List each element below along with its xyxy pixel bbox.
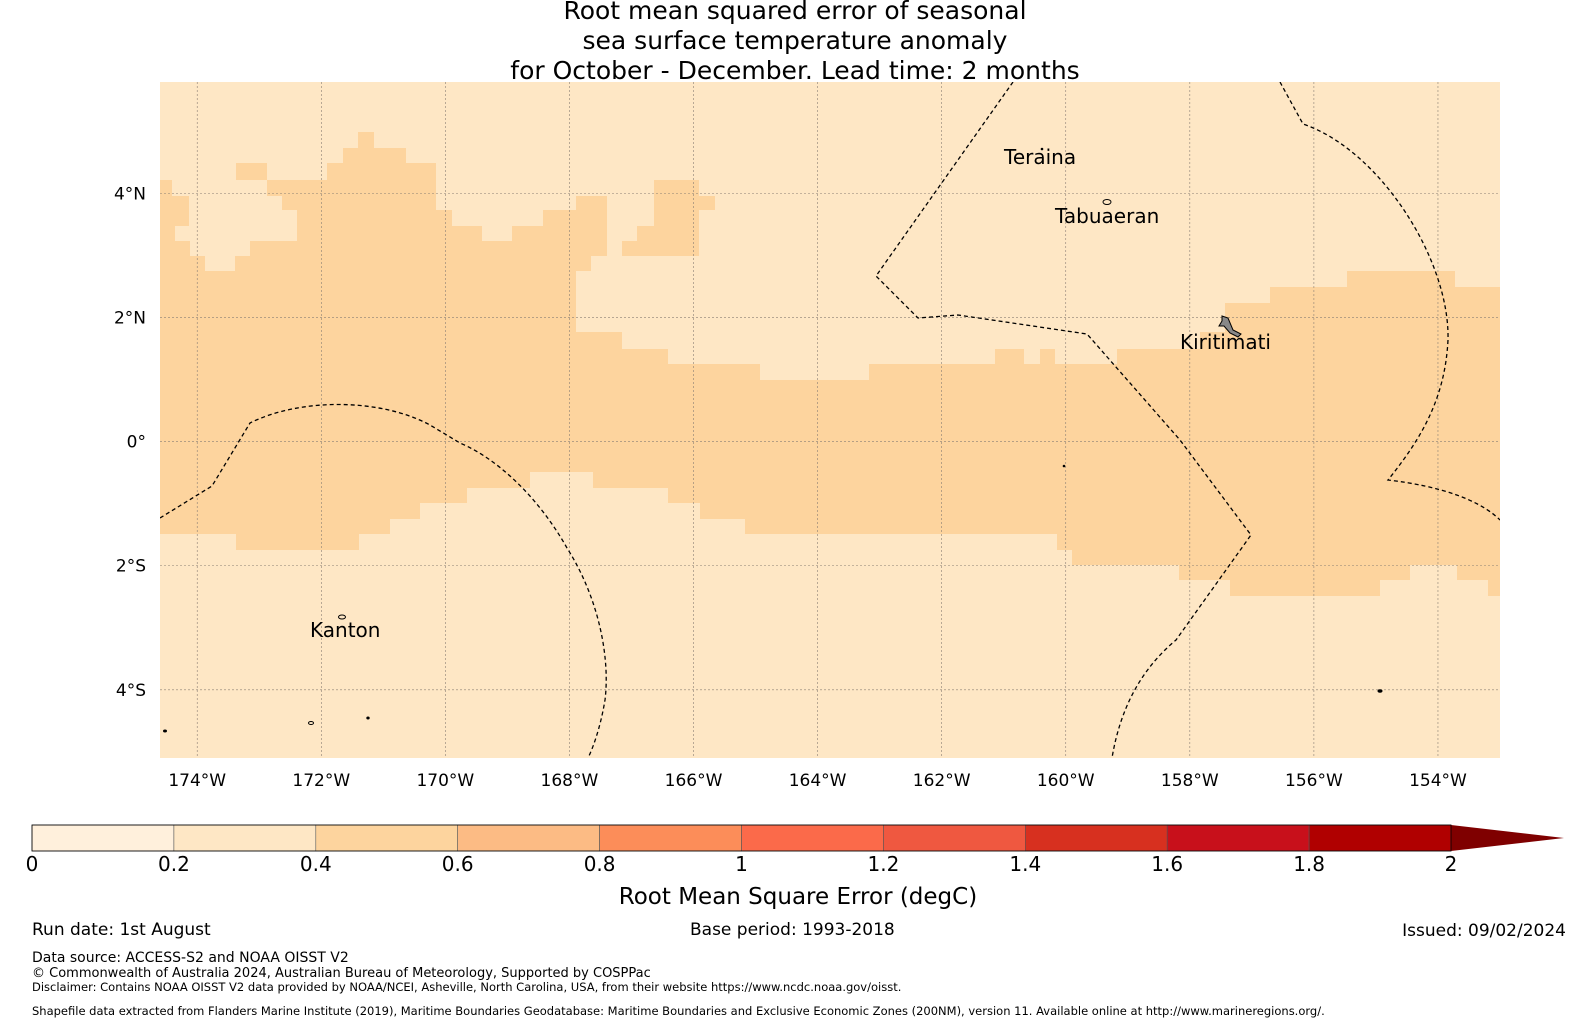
colorbar-tick-label: 1.4 xyxy=(1009,852,1041,876)
label-teraina: Teraina xyxy=(1003,145,1076,169)
x-tick-label: 166°W xyxy=(665,771,723,791)
copyright: © Commonwealth of Australia 2024, Austra… xyxy=(32,966,651,981)
colorbar-tick-label: 0.2 xyxy=(158,852,190,876)
colorbar-outline xyxy=(31,824,1452,852)
islands xyxy=(163,147,1383,733)
y-tick-label: 2°S xyxy=(116,557,146,577)
island-dot xyxy=(366,716,370,720)
y-tick-label: 0° xyxy=(127,433,146,453)
colorbar-tick-label: 1.8 xyxy=(1293,852,1325,876)
island-dot xyxy=(1062,464,1066,468)
data-source: Data source: ACCESS-S2 and NOAA OISST V2 xyxy=(32,950,349,966)
shapefile-credit: Shapefile data extracted from Flanders M… xyxy=(32,1004,1325,1018)
colorbar-segment xyxy=(173,824,317,852)
colorbar-tick-label: 2 xyxy=(1445,852,1458,876)
eez-boundary-line-islands xyxy=(875,82,1252,758)
island-labels: Teraina Tabuaeran Kiritimati Kanton xyxy=(310,145,1271,642)
y-tick-label: 2°N xyxy=(114,309,146,329)
high-error-patch xyxy=(622,180,715,256)
title-line-1: Root mean squared error of seasonal xyxy=(563,0,1027,25)
x-tick-label: 172°W xyxy=(292,771,350,791)
x-tick-label: 154°W xyxy=(1409,771,1467,791)
x-tick-label: 160°W xyxy=(1037,771,1095,791)
eez-boundary-kiritimati xyxy=(1279,82,1500,521)
colorbar-tick-label: 0.6 xyxy=(442,852,474,876)
x-tick-label: 168°W xyxy=(541,771,599,791)
colorbar-tick-label: 0 xyxy=(26,852,39,876)
colorbar-segment xyxy=(31,824,175,852)
colorbar-segment xyxy=(599,824,742,852)
colorbar-extend-arrow xyxy=(1451,825,1564,851)
y-tick-label: 4°N xyxy=(114,185,146,205)
label-tabuaeran: Tabuaeran xyxy=(1054,204,1159,228)
label-kanton: Kanton xyxy=(310,618,380,642)
base-period: Base period: 1993-2018 xyxy=(690,920,895,940)
island-dot xyxy=(163,729,167,733)
colorbar-segment xyxy=(883,824,1026,852)
kanton-island-shape xyxy=(338,614,346,620)
colorbar-segment xyxy=(315,824,458,852)
colorbar-segment xyxy=(1166,824,1310,852)
tabuaeran-island-shape xyxy=(1102,199,1112,205)
colorbar-tick-label: 1 xyxy=(735,852,748,876)
issued-date: Issued: 09/02/2024 xyxy=(1402,921,1566,941)
high-error-patch xyxy=(576,196,607,271)
high-error-patch xyxy=(236,163,267,180)
title-line-3: for October - December. Lead time: 2 mon… xyxy=(510,56,1080,85)
x-tick-label: 174°W xyxy=(168,771,226,791)
colorbar xyxy=(31,824,1564,852)
run-date: Run date: 1st August xyxy=(32,920,211,940)
colorbar-tick-label: 0.8 xyxy=(584,852,616,876)
high-error-region xyxy=(160,132,1500,596)
y-axis-tick-labels: 4°N 2°N 0° 2°S 4°S xyxy=(114,185,146,701)
colorbar-segment xyxy=(1025,824,1168,852)
colorbar-tick-labels: 0 0.2 0.4 0.6 0.8 1 1.2 1.4 1.6 1.8 2 xyxy=(26,852,1458,876)
label-kiritimati: Kiritimati xyxy=(1180,330,1271,354)
colorbar-segment xyxy=(741,824,884,852)
x-tick-label: 158°W xyxy=(1161,771,1219,791)
y-tick-label: 4°S xyxy=(116,681,146,701)
colorbar-tick-label: 0.4 xyxy=(300,852,332,876)
colorbar-tick-label: 1.6 xyxy=(1151,852,1183,876)
kiritimati-island-shape xyxy=(1218,315,1242,338)
eez-boundary-kanton xyxy=(160,403,607,758)
island-dot xyxy=(308,721,314,725)
colorbar-segment xyxy=(457,824,600,852)
island-dot xyxy=(1040,147,1044,151)
x-tick-label: 164°W xyxy=(789,771,847,791)
colorbar-segment xyxy=(1308,824,1452,852)
map-gridlines xyxy=(160,82,1500,758)
disclaimer: Disclaimer: Contains NOAA OISST V2 data … xyxy=(32,980,902,994)
chart-title: Root mean squared error of seasonal sea … xyxy=(0,0,1590,86)
x-tick-label: 170°W xyxy=(416,771,474,791)
island-dot xyxy=(1377,689,1383,693)
x-tick-label: 156°W xyxy=(1285,771,1343,791)
colorbar-tick-label: 1.2 xyxy=(867,852,899,876)
x-tick-label: 162°W xyxy=(913,771,971,791)
colorbar-label: Root Mean Square Error (degC) xyxy=(618,884,978,910)
x-axis-tick-labels: 174°W 172°W 170°W 168°W 166°W 164°W 162°W 160°W… xyxy=(168,771,1467,791)
title-line-2: sea surface temperature anomaly xyxy=(582,26,1008,55)
eez-boundaries xyxy=(160,82,1500,758)
